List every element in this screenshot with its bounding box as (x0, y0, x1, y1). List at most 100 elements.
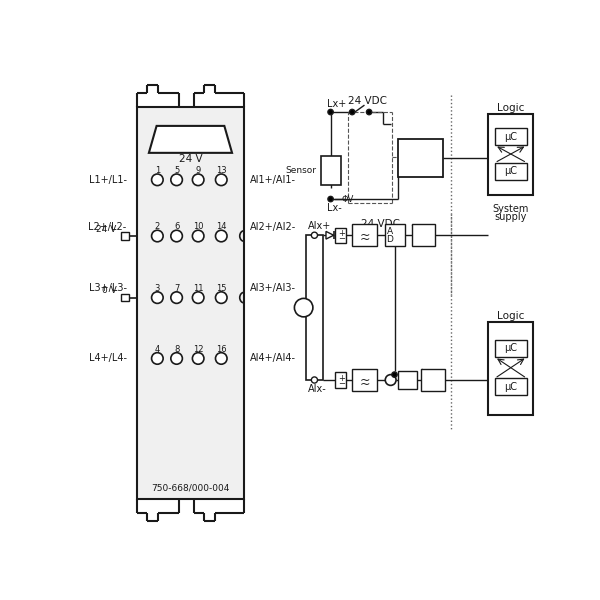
Text: Lx+: Lx+ (327, 100, 346, 109)
Circle shape (152, 292, 163, 304)
Circle shape (152, 174, 163, 185)
Text: A: A (387, 227, 393, 236)
Text: AI2+/AI2-: AI2+/AI2- (250, 222, 296, 232)
Bar (488, 322, 533, 415)
Text: −: − (338, 235, 346, 244)
Text: 750-668/000-004: 750-668/000-004 (151, 484, 230, 492)
Text: μC: μC (504, 131, 517, 142)
Circle shape (193, 230, 204, 242)
Text: 5: 5 (174, 166, 179, 175)
Circle shape (311, 232, 317, 238)
Text: μC: μC (504, 382, 517, 392)
Circle shape (193, 174, 204, 185)
Text: L1+/L1-: L1+/L1- (89, 175, 127, 185)
Polygon shape (149, 126, 232, 153)
Text: 10: 10 (193, 222, 203, 231)
Text: 24 VDC: 24 VDC (361, 220, 400, 229)
Bar (335, 372, 346, 388)
Text: ΦV: ΦV (341, 194, 354, 203)
Bar (421, 369, 445, 391)
Text: AIx-: AIx- (308, 384, 327, 394)
Text: 13: 13 (216, 166, 227, 175)
Circle shape (367, 109, 372, 115)
Text: μC: μC (504, 166, 517, 176)
Circle shape (215, 230, 227, 242)
Text: AI4+/AI4-: AI4+/AI4- (250, 353, 296, 364)
Text: AIx+: AIx+ (308, 221, 332, 231)
Text: 2: 2 (155, 222, 160, 231)
Bar (494, 128, 527, 145)
Text: ~: ~ (359, 378, 370, 391)
Circle shape (171, 292, 182, 304)
Text: μC: μC (504, 343, 517, 353)
Bar (335, 227, 346, 243)
Circle shape (328, 109, 333, 115)
Bar (121, 294, 129, 301)
Bar (488, 115, 533, 195)
Text: System: System (493, 204, 529, 214)
Text: ~: ~ (359, 373, 370, 386)
Text: 15: 15 (216, 284, 227, 293)
Circle shape (171, 174, 182, 185)
Text: 9: 9 (196, 166, 201, 175)
Text: L2+/L2-: L2+/L2- (88, 222, 127, 232)
Text: 7: 7 (174, 284, 179, 293)
Bar (494, 379, 527, 395)
Text: 11: 11 (193, 284, 203, 293)
Bar (306, 235, 323, 380)
Circle shape (295, 298, 313, 317)
Circle shape (171, 230, 182, 242)
Text: 24 V: 24 V (96, 224, 116, 233)
Circle shape (215, 292, 227, 304)
Bar (121, 232, 129, 240)
Bar (398, 371, 417, 389)
Text: AI3+/AI3-: AI3+/AI3- (250, 283, 296, 293)
Text: 12: 12 (193, 344, 203, 353)
Circle shape (385, 374, 396, 385)
Circle shape (193, 353, 204, 364)
Text: Sensor: Sensor (286, 166, 317, 175)
Circle shape (193, 292, 204, 304)
Bar (352, 369, 377, 391)
Text: L3+/L3-: L3+/L3- (89, 283, 127, 293)
Polygon shape (326, 232, 334, 239)
Text: 14: 14 (216, 222, 227, 231)
Text: +: + (338, 229, 345, 238)
Circle shape (152, 353, 163, 364)
Text: supply: supply (494, 212, 527, 222)
Text: 24 VDC: 24 VDC (348, 96, 387, 106)
Circle shape (171, 353, 182, 364)
Text: L4+/L4-: L4+/L4- (89, 353, 127, 364)
Text: Lx-: Lx- (327, 203, 341, 213)
Text: Logic: Logic (497, 311, 524, 321)
Bar (494, 163, 527, 180)
Text: −: − (338, 379, 346, 388)
Circle shape (392, 372, 397, 377)
Text: 8: 8 (174, 344, 179, 353)
Text: 24 V: 24 V (179, 154, 202, 164)
Text: AI1+/AI1-: AI1+/AI1- (250, 175, 296, 185)
Bar (494, 340, 527, 357)
Bar (320, 156, 341, 185)
Circle shape (328, 196, 333, 202)
Text: ~: ~ (359, 229, 370, 242)
Text: 4: 4 (155, 344, 160, 353)
Circle shape (152, 230, 163, 242)
Circle shape (349, 109, 355, 115)
Bar (137, 107, 244, 499)
Circle shape (215, 174, 227, 185)
Circle shape (215, 353, 227, 364)
Bar (398, 139, 443, 178)
Text: 3: 3 (155, 284, 160, 293)
Text: +: + (338, 374, 345, 383)
Bar (412, 224, 436, 246)
Text: 6: 6 (174, 222, 179, 231)
Text: ~: ~ (359, 233, 370, 247)
Text: 16: 16 (216, 344, 227, 353)
Bar (385, 224, 404, 246)
Text: 0 V: 0 V (102, 286, 116, 295)
Text: D: D (386, 235, 394, 244)
Bar (352, 224, 377, 246)
Text: 1: 1 (155, 166, 160, 175)
Circle shape (311, 377, 317, 383)
